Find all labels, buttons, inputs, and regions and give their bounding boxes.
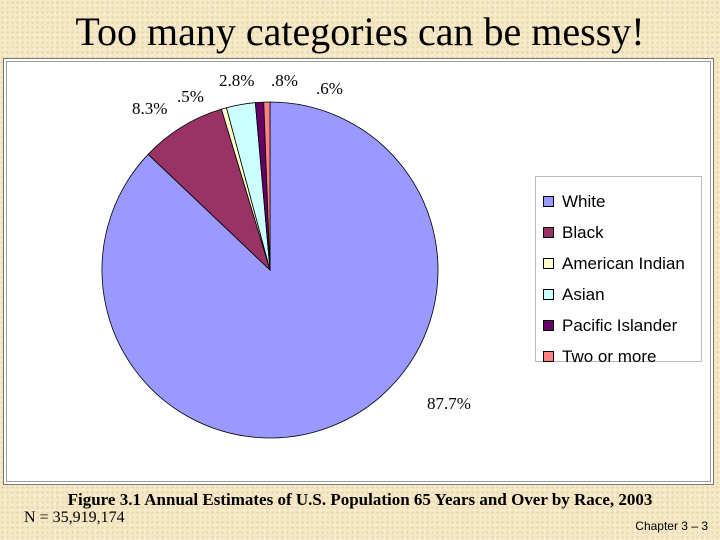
legend-item-black: Black — [543, 217, 701, 248]
legend-swatch — [543, 227, 554, 238]
legend-item-american-indian: American Indian — [543, 248, 701, 279]
slide-footer: Chapter 3 – 3 — [635, 519, 708, 533]
legend-label: Black — [562, 222, 604, 242]
legend-label: Two or more — [562, 346, 657, 366]
data-label-american-indian: .5% — [177, 87, 204, 106]
data-label-pacific-islander: .8% — [271, 71, 298, 90]
data-label-two-or-more: .6% — [316, 79, 343, 98]
pie-slice-white — [101, 101, 439, 439]
legend-swatch — [543, 289, 554, 300]
data-label-black: 8.3% — [132, 99, 168, 118]
legend-item-asian: Asian — [543, 279, 701, 310]
chart-legend: White Black American Indian Asian Pacifi… — [535, 176, 702, 366]
pie-slice-black — [147, 108, 271, 272]
data-label-asian: 2.8% — [219, 71, 255, 90]
sample-size-label: N = 35,919,174 — [24, 509, 125, 526]
legend-label: American Indian — [562, 253, 685, 273]
legend-label: Asian — [562, 284, 605, 304]
slide-title: Too many categories can be messy! — [75, 9, 645, 54]
chart-area: 87.7% 8.3% .5% 2.8% .8% .6% White Black … — [3, 58, 714, 526]
legend-label: White — [562, 191, 606, 211]
legend-swatch — [543, 351, 554, 362]
legend-swatch — [543, 196, 554, 207]
pie-slice-two-or-more — [263, 101, 271, 271]
legend-item-white: White — [543, 186, 701, 217]
legend-swatch — [543, 258, 554, 269]
legend-label: Pacific Islander — [562, 315, 678, 335]
legend-item-pacific-islander: Pacific Islander — [543, 310, 701, 341]
figure-caption: Figure 3.1 Annual Estimates of U.S. Popu… — [67, 490, 653, 509]
legend-swatch — [543, 320, 554, 331]
pie-chart — [101, 101, 439, 439]
data-label-white: 87.7% — [427, 394, 471, 413]
chart-inner-border — [6, 61, 711, 482]
legend-item-two-or-more: Two or more — [543, 341, 701, 372]
